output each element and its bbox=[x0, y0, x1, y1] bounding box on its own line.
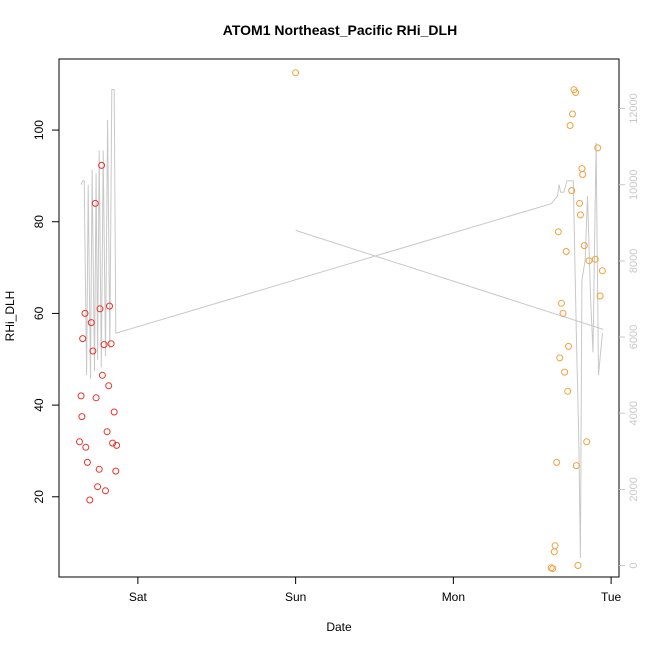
data-point bbox=[103, 428, 111, 436]
data-point bbox=[98, 161, 106, 169]
y2-tick-label: 10000 bbox=[628, 169, 640, 200]
y2-tick-label: 12000 bbox=[628, 93, 640, 124]
data-point bbox=[87, 319, 95, 327]
data-point bbox=[94, 483, 102, 491]
y-tick-label: 100 bbox=[32, 120, 46, 140]
chart-title: ATOM1 Northeast_Pacific RHi_DLH bbox=[223, 22, 457, 38]
y-tick-label: 80 bbox=[32, 215, 46, 229]
data-point bbox=[554, 228, 562, 236]
data-point bbox=[76, 438, 83, 446]
data-point bbox=[89, 347, 97, 355]
data-point bbox=[78, 413, 86, 421]
data-point bbox=[100, 341, 108, 349]
data-point bbox=[580, 242, 588, 250]
data-point bbox=[596, 292, 604, 300]
data-point bbox=[566, 122, 574, 129]
data-point bbox=[553, 458, 561, 466]
data-point bbox=[98, 371, 106, 379]
x-tick-label: Mon bbox=[442, 590, 465, 604]
y2-tick-label: 0 bbox=[628, 563, 640, 569]
data-point bbox=[594, 144, 602, 152]
data-point bbox=[557, 299, 565, 307]
data-point bbox=[92, 394, 100, 402]
y2-tick-label: 8000 bbox=[628, 249, 640, 273]
data-point bbox=[572, 89, 580, 96]
data-point bbox=[109, 439, 117, 447]
data-point bbox=[549, 565, 557, 573]
y-tick-label: 40 bbox=[32, 398, 46, 412]
data-point bbox=[77, 392, 85, 400]
data-point bbox=[591, 255, 599, 263]
data-point bbox=[82, 443, 90, 451]
data-point bbox=[579, 171, 587, 178]
altitude-line bbox=[80, 89, 604, 559]
data-point bbox=[576, 211, 584, 219]
x-tick-label: Tue bbox=[601, 590, 622, 604]
y-axis-label: RHi_DLH bbox=[3, 291, 17, 342]
data-point bbox=[107, 340, 115, 348]
y2-tick-label: 2000 bbox=[628, 477, 640, 501]
data-point bbox=[95, 465, 103, 473]
y-axis: 20 40 60 80 100 bbox=[32, 120, 59, 504]
data-point bbox=[576, 199, 584, 207]
y2-tick-label: 4000 bbox=[628, 401, 640, 425]
y2-tick-label: 6000 bbox=[628, 325, 640, 349]
x-axis-label: Date bbox=[326, 620, 352, 634]
data-point bbox=[81, 309, 89, 317]
data-point bbox=[551, 542, 559, 550]
data-point bbox=[585, 257, 593, 265]
y-tick-label: 20 bbox=[32, 490, 46, 504]
data-point bbox=[112, 467, 120, 475]
data-point bbox=[106, 302, 113, 310]
x-tick-label: Sat bbox=[129, 590, 148, 604]
data-point bbox=[79, 335, 87, 343]
data-point bbox=[292, 69, 300, 77]
data-point bbox=[578, 165, 586, 173]
data-point bbox=[565, 342, 572, 350]
data-point bbox=[547, 564, 555, 572]
x-axis: Sat Sun Mon Tue bbox=[129, 577, 622, 604]
data-point bbox=[550, 548, 558, 556]
x-tick-label: Sun bbox=[285, 590, 306, 604]
data-point bbox=[91, 199, 99, 207]
data-point bbox=[113, 441, 121, 449]
data-point bbox=[598, 267, 606, 275]
data-point bbox=[83, 458, 91, 466]
plot-frame bbox=[58, 58, 620, 578]
y-tick-label: 60 bbox=[32, 306, 46, 320]
data-point bbox=[102, 487, 109, 495]
data-points bbox=[76, 69, 606, 573]
data-point bbox=[564, 387, 572, 395]
data-point bbox=[572, 462, 580, 470]
data-point bbox=[556, 354, 564, 362]
data-point bbox=[110, 408, 118, 416]
y2-axis: 0 2000 4000 6000 8000 10000 12000 bbox=[619, 93, 640, 569]
data-point bbox=[105, 382, 113, 390]
data-point bbox=[561, 368, 569, 376]
data-point bbox=[569, 110, 576, 118]
data-point bbox=[568, 187, 576, 195]
data-point bbox=[562, 248, 570, 255]
data-point bbox=[583, 438, 591, 446]
data-point bbox=[96, 305, 104, 313]
data-point bbox=[86, 496, 94, 504]
data-point bbox=[574, 562, 582, 569]
data-point bbox=[559, 309, 567, 317]
